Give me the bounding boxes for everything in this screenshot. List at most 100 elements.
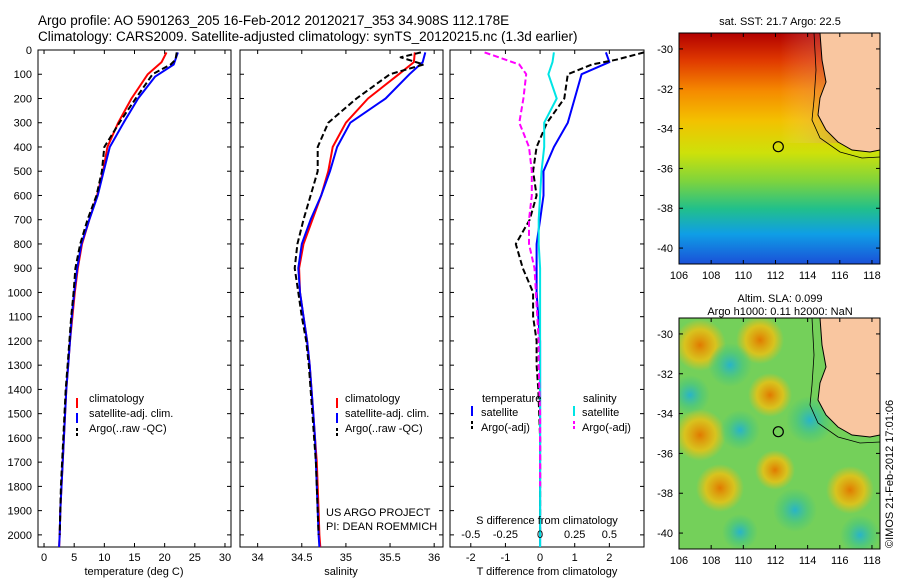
sla-eddy	[696, 464, 744, 512]
depth-tick-label: 700	[14, 215, 32, 227]
lat-tick-label: -36	[657, 163, 673, 175]
depth-tick-label: 1900	[8, 506, 32, 518]
sla-eddy	[840, 515, 880, 549]
salinity-series	[293, 51, 427, 548]
lat-tick-label: -34	[657, 409, 673, 421]
sla-eddy	[679, 409, 726, 461]
x-tick-label: 0	[537, 552, 543, 564]
lat-tick-label: -40	[657, 528, 673, 540]
salinity-panel: 34 34.5 35 35.5 36 climatology satellite-adj…	[239, 49, 444, 578]
x-tick-label: 30	[219, 552, 231, 564]
australia-land	[817, 318, 880, 438]
x-tick-label: 20	[159, 552, 171, 564]
sst-argo-position-marker	[772, 141, 784, 153]
header-line-2: Climatology: CARS2009. Satellite-adjuste…	[38, 29, 578, 44]
depth-tick-label: 300	[14, 118, 32, 130]
salinity-legend-climatology: climatology	[345, 393, 401, 405]
lon-tick-label: 110	[735, 270, 753, 282]
sla-eddy	[708, 343, 752, 387]
imos-timestamp: ©IMOS 21-Feb-2012 17:01:06	[884, 400, 896, 548]
series-salinity-satellite	[537, 52, 558, 547]
x-tick-label: 5	[71, 552, 77, 564]
salinity-legend: climatology satellite-adj. clim. Argo(..…	[336, 393, 429, 438]
lon-tick-label: 116	[831, 555, 849, 567]
depth-tick-label: 100	[14, 69, 32, 81]
lon-tick-label: 118	[863, 270, 881, 282]
depth-tick-label: 1300	[8, 360, 32, 372]
lat-tick-label: -34	[657, 124, 673, 136]
depth-tick-label: 1200	[8, 336, 32, 348]
depth-tick-label: 400	[14, 142, 32, 154]
credit-project: US ARGO PROJECT	[326, 507, 431, 519]
sla-eddy	[722, 514, 758, 549]
sla-eddy	[755, 450, 795, 490]
lon-tick-label: 106	[670, 555, 688, 567]
sla-eddy	[720, 410, 760, 450]
lon-tick-label: 112	[767, 555, 785, 567]
lon-tick-label: 106	[670, 270, 688, 282]
x-tick-label: 34	[252, 552, 264, 564]
sla-argo-position-marker	[772, 426, 784, 438]
x-tick-label: 25	[189, 552, 201, 564]
lon-tick-label: 110	[735, 555, 753, 567]
x-tick-label: -1	[501, 552, 511, 564]
salinity-difference-tick-label: 0	[537, 529, 543, 541]
difference-legend-sal-satellite: satellite	[582, 407, 619, 419]
header-line-1: Argo profile: AO 5901263_205 16-Feb-2012…	[38, 13, 509, 28]
difference-legend-temperature-title: temperature	[482, 393, 541, 405]
sla-map-title-1: Altim. SLA: 0.099	[738, 293, 823, 305]
sst-contour	[811, 33, 880, 159]
salinity-legend-argo: Argo(..raw -QC)	[345, 423, 423, 435]
lat-tick-label: -40	[657, 243, 673, 255]
sla-map-frame	[678, 317, 881, 550]
sla-eddy	[679, 375, 710, 415]
x-tick-label: 34.5	[291, 552, 312, 564]
credit-pi: PI: DEAN ROEMMICH	[326, 521, 437, 533]
temperature-panel: 0100200300400500600700800900100011001200…	[8, 45, 232, 578]
depth-tick-label: 1400	[8, 384, 32, 396]
difference-legend-temp-satellite: satellite	[481, 407, 518, 419]
depth-tick-label: 1100	[8, 312, 32, 324]
depth-tick-label: 500	[14, 166, 32, 178]
sst-map-frame	[678, 32, 881, 265]
series-temperature-argo-adj	[514, 51, 645, 535]
x-tick-label: 36	[428, 552, 440, 564]
x-tick-label: 2	[606, 552, 612, 564]
x-tick-label: -2	[466, 552, 476, 564]
difference-legend-salinity-title: salinity	[583, 393, 617, 405]
lon-tick-label: 108	[702, 270, 720, 282]
depth-tick-label: 800	[14, 239, 32, 251]
sla-eddy	[748, 373, 792, 417]
series-salinity-argo-adj	[484, 51, 542, 487]
lon-tick-label: 118	[863, 555, 881, 567]
lon-tick-label: 114	[799, 555, 817, 567]
temperature-series	[58, 51, 179, 548]
lon-tick-label: 108	[702, 555, 720, 567]
sla-eddy	[826, 466, 874, 514]
temperature-axes-frame	[37, 49, 232, 548]
lat-tick-label: -32	[657, 84, 673, 96]
difference-legend-temp-argo: Argo(-adj)	[481, 422, 530, 434]
depth-tick-label: 1500	[8, 409, 32, 421]
sla-contour	[809, 318, 880, 444]
difference-xlabel-salinity: S difference from climatology	[476, 515, 618, 527]
salinity-difference-tick-label: 0.25	[564, 529, 585, 541]
sla-map-ticks: 106 108 110 112 114 116 118 -30 -32 -34 -36 -38 -40	[657, 318, 881, 567]
difference-panel: -2 -1 0 1 2 temperature salinity satellite A…	[449, 49, 645, 578]
difference-legend: temperature salinity satellite Argo(-adj…	[471, 393, 631, 434]
sst-map-title: sat. SST: 21.7 Argo: 22.5	[719, 16, 841, 28]
x-tick-label: 35.5	[379, 552, 400, 564]
series-argo-raw-qc	[58, 52, 178, 535]
lat-tick-label: -36	[657, 448, 673, 460]
sst-map: sat. SST: 21.7 Argo: 22.5 106 108 110 112 11…	[657, 16, 881, 282]
lon-tick-label: 116	[831, 270, 849, 282]
depth-tick-label: 600	[14, 190, 32, 202]
lat-tick-label: -32	[657, 369, 673, 381]
lat-tick-label: -38	[657, 203, 673, 215]
salinity-xlabel: salinity	[324, 566, 358, 578]
lon-tick-label: 112	[767, 270, 785, 282]
x-tick-label: 10	[98, 552, 110, 564]
temperature-legend: climatology satellite-adj. clim. Argo(..…	[76, 393, 173, 438]
series-argo-raw-qc	[293, 51, 425, 535]
australia-land	[817, 33, 880, 153]
